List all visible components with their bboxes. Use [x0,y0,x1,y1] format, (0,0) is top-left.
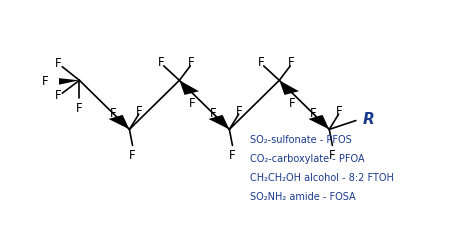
Text: F: F [55,89,62,102]
Text: F: F [336,105,343,118]
Text: F: F [76,102,83,115]
Polygon shape [179,80,199,95]
Text: F: F [189,97,196,110]
Text: F: F [55,57,62,70]
Text: F: F [136,105,143,118]
Text: CH₂CH₂OH alcohol - 8:2 FTOH: CH₂CH₂OH alcohol - 8:2 FTOH [250,173,394,183]
Text: CO₂-carboxylate - PFOA: CO₂-carboxylate - PFOA [250,154,365,164]
Text: F: F [129,149,136,162]
Text: R: R [363,112,374,127]
Text: F: F [289,97,296,110]
Text: F: F [236,105,243,118]
Polygon shape [209,115,229,129]
Text: F: F [288,56,294,69]
Text: SO₂-sulfonate - PFOS: SO₂-sulfonate - PFOS [250,135,352,145]
Text: F: F [157,56,164,69]
Text: F: F [210,107,217,120]
Polygon shape [53,77,80,86]
Text: F: F [110,107,117,120]
Polygon shape [309,115,329,129]
Text: F: F [229,149,236,162]
Text: SO₂NH₂ amide - FOSA: SO₂NH₂ amide - FOSA [250,192,356,202]
Text: F: F [257,56,264,69]
Polygon shape [109,115,129,129]
Text: F: F [42,75,48,88]
Polygon shape [279,80,299,95]
Text: F: F [329,149,336,162]
Text: F: F [310,107,317,120]
Text: F: F [188,56,194,69]
